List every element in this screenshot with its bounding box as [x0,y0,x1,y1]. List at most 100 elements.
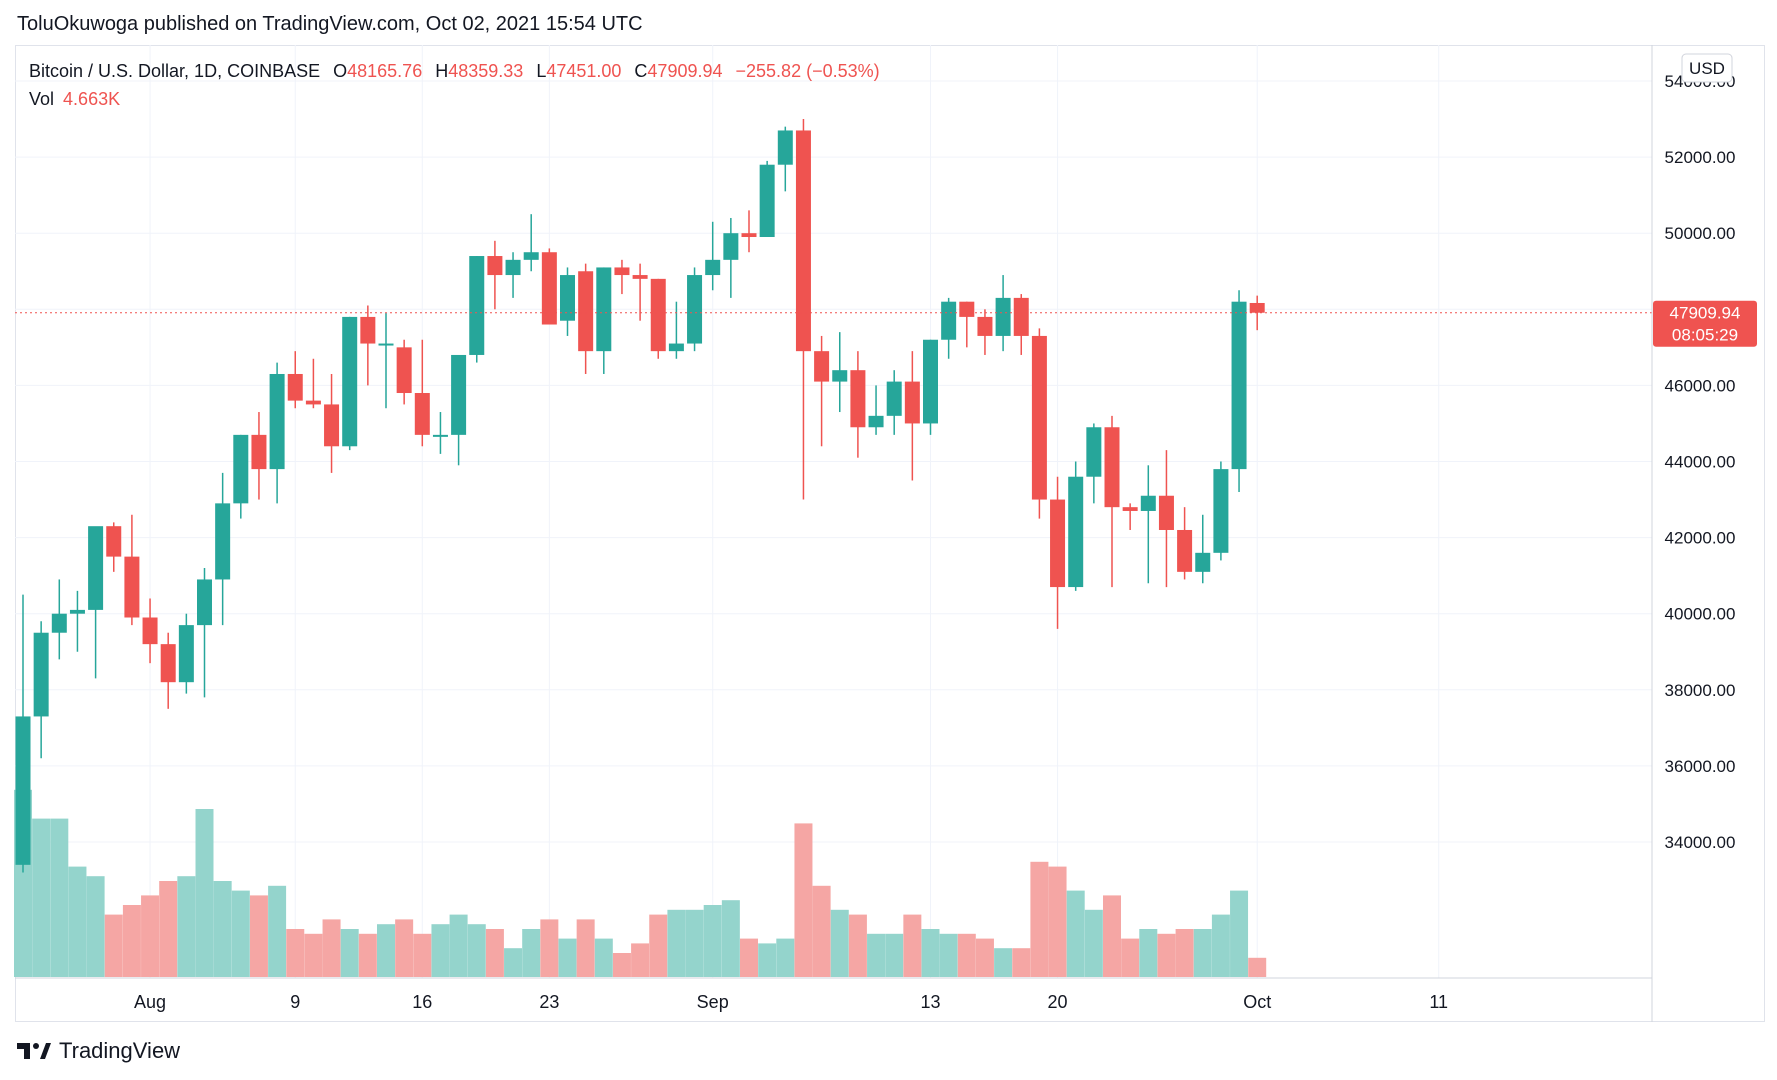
candle-body[interactable] [197,579,212,626]
candle-body[interactable] [614,267,630,276]
tradingview-brand[interactable]: TradingView [17,1038,180,1064]
candle-body[interactable] [904,381,920,424]
candle-body[interactable] [178,625,194,683]
candle-body[interactable] [1050,499,1066,588]
volume-bar [413,933,432,977]
volume-bar [921,929,940,977]
candle-body[interactable] [814,351,830,382]
candle-body[interactable] [977,316,993,336]
candle-body[interactable] [578,271,594,352]
candle-body[interactable] [88,526,104,610]
candle-body[interactable] [1213,469,1229,553]
candle-body[interactable] [106,526,122,557]
candle-body[interactable] [1104,427,1120,508]
candle-body[interactable] [886,381,902,416]
candle-body[interactable] [1031,335,1047,500]
volume-bar [213,881,232,977]
candle-body[interactable] [832,370,848,382]
candle-body[interactable] [941,301,957,340]
candle-body[interactable] [850,370,866,428]
candle-body[interactable] [1158,495,1174,530]
candle-body[interactable] [287,373,303,401]
candle-body[interactable] [360,316,376,344]
candle-body[interactable] [632,275,648,279]
candle-body[interactable] [687,275,703,344]
close-label: C [634,61,648,81]
volume-bar [68,866,87,977]
candle-body[interactable] [505,259,521,276]
volume-bar [231,890,250,977]
candle-body[interactable] [324,404,340,447]
volume-bar [195,809,214,977]
candle-body[interactable] [705,259,721,276]
candle-body[interactable] [1013,297,1029,336]
candle-body[interactable] [432,434,448,437]
candle-body[interactable] [15,716,31,865]
volume-label[interactable]: Vol [29,89,55,109]
low-label: L [536,61,547,81]
candle-body[interactable] [541,252,557,325]
candle-body[interactable] [396,347,412,394]
symbol-name[interactable]: Bitcoin / U.S. Dollar, 1D, COINBASE [29,61,321,81]
candle-body[interactable] [741,233,757,238]
candle-body[interactable] [233,434,249,504]
candle-body[interactable] [650,278,666,352]
candle-body[interactable] [795,130,811,352]
candle-body[interactable] [1140,495,1156,511]
volume-bar [268,885,287,977]
candle-body[interactable] [596,267,612,352]
volume-bar [885,933,904,977]
candle-body[interactable] [305,400,321,405]
candle-body[interactable] [69,609,85,614]
candle-body[interactable] [487,256,503,276]
tradingview-logo-icon [17,1043,51,1059]
volume-bar [304,933,323,977]
volume-bar [449,914,468,977]
candle-body[interactable] [251,434,267,470]
volume-bar [504,948,523,977]
candle-body[interactable] [1122,507,1138,511]
volume-bar [104,914,123,977]
candle-body[interactable] [124,556,140,618]
candle-body[interactable] [1249,302,1265,313]
candle-body[interactable] [1068,476,1084,588]
time-tick-label: 11 [1429,992,1448,1012]
candle-body[interactable] [1177,529,1193,572]
candle-body[interactable] [33,632,49,717]
last-price-badge: 47909.94 08:05:29 [1653,300,1757,347]
candle-body[interactable] [469,256,485,355]
candle-body[interactable] [160,644,176,683]
candle-body[interactable] [51,613,67,633]
volume-bar [377,924,395,977]
candle-body[interactable] [959,301,975,317]
price-axis[interactable]: 34000.00 36000.00 38000.00 40000.00 42000.00… [1665,72,1736,852]
candle-body[interactable] [342,316,358,447]
candle-body[interactable] [995,297,1011,336]
currency-label[interactable]: USD [1681,53,1733,83]
price-tick-label: 46000.00 [1665,376,1736,395]
candle-body[interactable] [923,339,938,424]
volume-bar [141,895,160,977]
candle-body[interactable] [1086,427,1102,477]
candle-body[interactable] [1231,301,1247,470]
candle-body[interactable] [868,415,884,428]
candle-body[interactable] [142,617,158,645]
time-axis[interactable]: Aug 9 16 23 Sep 13 20 Oct 11 [134,992,1448,1012]
candle-body[interactable] [777,130,793,165]
open-label: O [333,61,348,81]
candle-body[interactable] [451,354,467,435]
candle-body[interactable] [378,343,394,346]
candle-body[interactable] [414,393,430,435]
candle-body[interactable] [215,503,231,580]
price-tick-label: 42000.00 [1665,529,1736,548]
candle-body[interactable] [523,252,539,260]
high-value: 48359.33 [448,61,524,81]
candle-body[interactable] [269,373,285,470]
candle-body[interactable] [1195,552,1211,572]
candles [15,119,1265,873]
candle-body[interactable] [668,343,684,352]
candle-body[interactable] [560,275,575,321]
candle-body[interactable] [759,164,775,238]
candle-body[interactable] [723,233,739,260]
